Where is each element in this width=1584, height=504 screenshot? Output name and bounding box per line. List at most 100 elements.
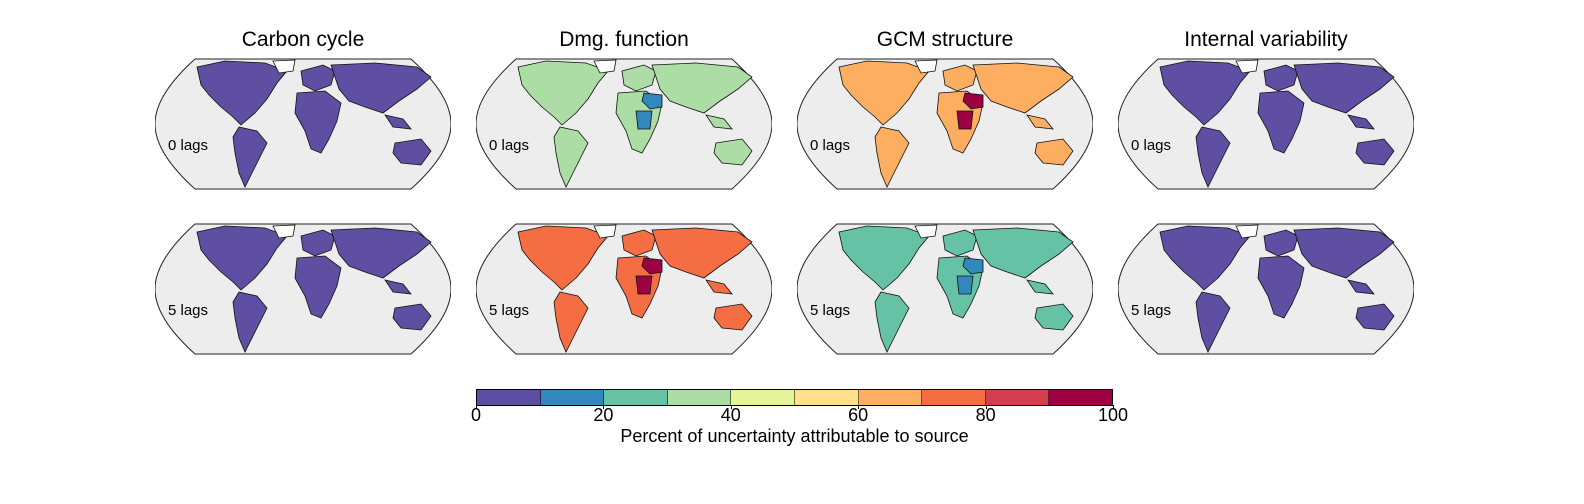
land-asia <box>1293 227 1395 279</box>
land-australia <box>392 138 432 166</box>
world-map <box>476 223 772 355</box>
land-samerica <box>553 291 589 353</box>
colorbar-tick-mark <box>603 405 604 409</box>
land-asia <box>972 62 1074 114</box>
land-samerica <box>1195 291 1231 353</box>
hotspot-eafrica <box>956 275 974 295</box>
map-panel: 0 lags <box>797 55 1093 193</box>
land-australia <box>392 303 432 331</box>
map-panel: 5 lags <box>797 220 1093 358</box>
land-europe <box>300 229 336 257</box>
land-asia <box>1293 62 1395 114</box>
land-namerica <box>517 60 609 126</box>
land-greenland <box>593 224 617 239</box>
colorbar-bin <box>604 390 668 405</box>
land-seasia <box>384 279 412 295</box>
land-europe <box>1263 229 1299 257</box>
map-panel: 5 lags <box>476 220 772 358</box>
land-australia <box>713 303 753 331</box>
land-australia <box>1355 303 1395 331</box>
land-namerica <box>838 225 930 291</box>
land-europe <box>1263 64 1299 92</box>
colorbar-bin <box>858 390 923 405</box>
land-seasia <box>1026 114 1054 130</box>
colorbar-tick-label: 100 <box>1097 405 1129 425</box>
world-map <box>476 58 772 190</box>
map-panel: 5 lags <box>1118 220 1414 358</box>
land-greenland <box>914 224 938 239</box>
land-greenland <box>1235 59 1259 74</box>
land-greenland <box>272 224 296 239</box>
land-namerica <box>196 60 288 126</box>
hotspot-mideast <box>962 257 984 275</box>
land-asia <box>651 62 753 114</box>
land-seasia <box>705 279 733 295</box>
land-seasia <box>1026 279 1054 295</box>
lag-label: 5 lags <box>810 302 851 319</box>
lag-label: 5 lags <box>168 302 209 319</box>
hotspot-mideast <box>641 92 663 110</box>
land-samerica <box>232 126 268 188</box>
map-panel: 0 lags <box>476 55 772 193</box>
land-namerica <box>517 225 609 291</box>
lag-label: 0 lags <box>168 137 209 154</box>
map-panel: 5 lags <box>155 220 451 358</box>
colorbar-bin <box>540 390 605 405</box>
lag-label: 0 lags <box>810 137 851 154</box>
lag-label: 5 lags <box>489 302 530 319</box>
land-samerica <box>553 126 589 188</box>
land-australia <box>1355 138 1395 166</box>
map-panel: 0 lags <box>1118 55 1414 193</box>
hotspot-eafrica <box>635 110 653 130</box>
land-africa <box>1257 90 1305 154</box>
land-namerica <box>196 225 288 291</box>
land-europe <box>621 64 657 92</box>
land-samerica <box>874 291 910 353</box>
colorbar-label: Percent of uncertainty attributable to s… <box>620 426 969 446</box>
column-title-internal-variability: Internal variability <box>1184 28 1348 51</box>
world-map <box>1118 223 1414 355</box>
hotspot-mideast <box>641 257 663 275</box>
colorbar-tick-label: 0 <box>470 405 482 425</box>
land-africa <box>294 255 342 319</box>
colorbar-bin <box>477 390 541 405</box>
land-africa <box>1257 255 1305 319</box>
world-map <box>797 223 1093 355</box>
colorbar-tick-label: 60 <box>848 405 869 425</box>
column-title-carbon-cycle: Carbon cycle <box>241 28 365 51</box>
lag-label: 0 lags <box>1131 137 1172 154</box>
colorbar-tick-mark <box>986 405 987 409</box>
colorbar-bin <box>794 390 859 405</box>
colorbar-tick-mark <box>1113 405 1114 409</box>
world-map <box>797 58 1093 190</box>
column-title-dmg-function: Dmg. function <box>559 28 689 51</box>
colorbar-bin <box>1049 390 1112 405</box>
land-asia <box>330 62 432 114</box>
colorbar-bin <box>922 390 986 405</box>
colorbar-bin <box>731 390 795 405</box>
land-namerica <box>1159 60 1251 126</box>
hotspot-mideast <box>962 92 984 110</box>
land-asia <box>651 227 753 279</box>
land-europe <box>300 64 336 92</box>
colorbar-tick-label: 20 <box>593 405 614 425</box>
land-australia <box>1034 303 1074 331</box>
colorbar-tick-label: 80 <box>975 405 996 425</box>
land-seasia <box>705 114 733 130</box>
land-australia <box>713 138 753 166</box>
colorbar <box>476 389 1113 406</box>
land-greenland <box>593 59 617 74</box>
land-europe <box>942 229 978 257</box>
lag-label: 5 lags <box>1131 302 1172 319</box>
land-asia <box>330 227 432 279</box>
land-greenland <box>914 59 938 74</box>
land-europe <box>942 64 978 92</box>
land-greenland <box>272 59 296 74</box>
land-asia <box>972 227 1074 279</box>
colorbar-tick-mark <box>476 405 477 409</box>
colorbar-bin <box>985 390 1050 405</box>
hotspot-eafrica <box>956 110 974 130</box>
land-samerica <box>1195 126 1231 188</box>
land-namerica <box>838 60 930 126</box>
